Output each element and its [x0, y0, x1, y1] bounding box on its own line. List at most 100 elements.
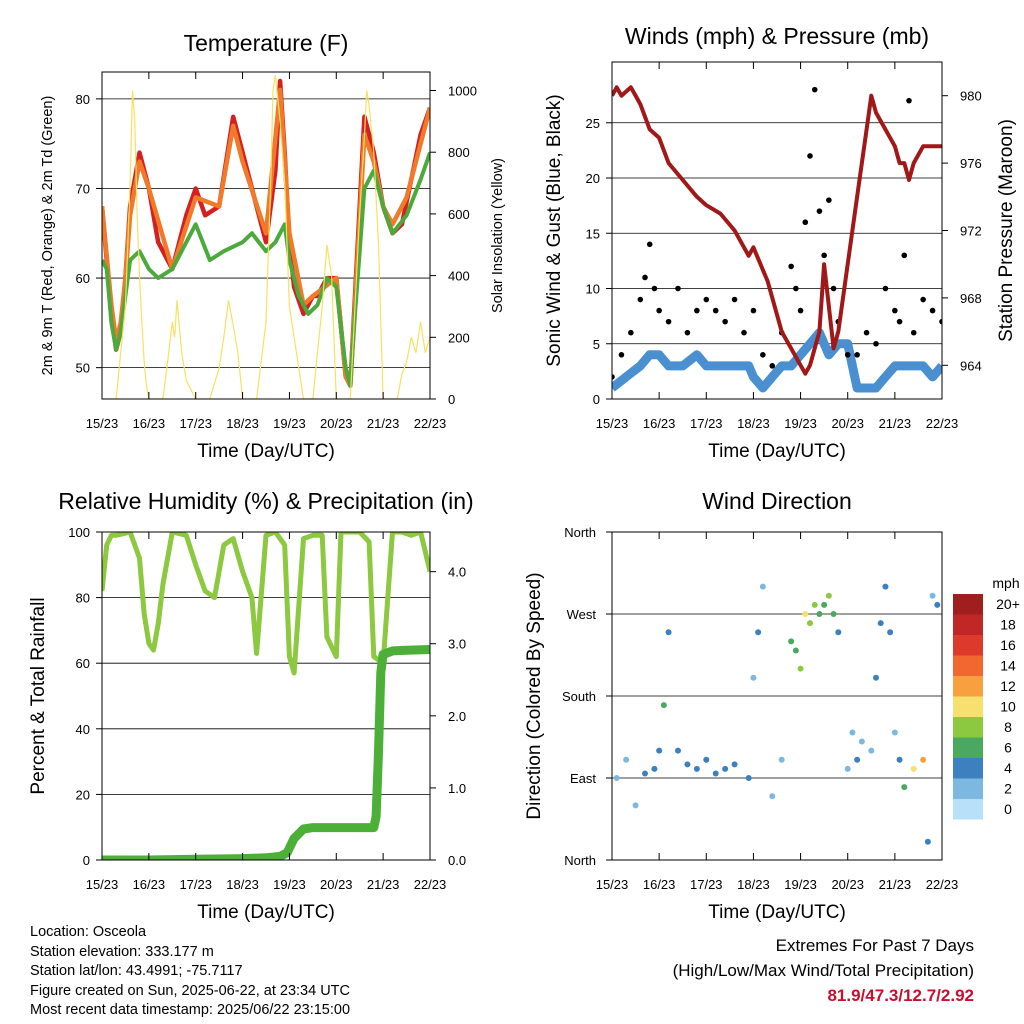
gust-point	[694, 307, 700, 314]
gust-point	[811, 86, 818, 93]
figure-created: Figure created on Sun, 2025-06-22, at 23…	[30, 982, 350, 999]
direction-point	[873, 674, 879, 681]
gust-point	[892, 307, 898, 314]
extremes-box: Extremes For Past 7 Days (High/Low/Max W…	[673, 933, 974, 1008]
gust-point	[731, 296, 738, 303]
x-tick-label: 16/23	[133, 416, 166, 431]
x-axis-label: Time (Day/UTC)	[708, 441, 846, 462]
direction-point	[877, 620, 884, 627]
panel-title: Winds (mph) & Pressure (mb)	[625, 23, 929, 49]
gust-point	[618, 352, 625, 358]
station-latlon: Station lat/lon: 43.4991; -75.7117	[30, 963, 243, 979]
x-axis-label: Time (Day/UTC)	[197, 902, 335, 923]
x-tick-label: 21/23	[367, 877, 400, 892]
legend-label: 20+	[996, 596, 1020, 612]
direction-point	[675, 747, 681, 754]
x-tick-label: 17/23	[690, 877, 723, 892]
plot-area	[613, 583, 941, 845]
x-tick-label: 21/23	[367, 416, 400, 431]
x-tick-label: 20/23	[320, 416, 353, 431]
legend-label: 0	[1004, 801, 1012, 817]
x-tick-label: 22/23	[414, 416, 447, 431]
x-tick-label: 19/23	[273, 416, 306, 431]
gust-point	[939, 318, 942, 325]
x-tick-label: 18/23	[226, 416, 259, 431]
rh-line	[102, 532, 430, 676]
y2-tick-label: 1.0	[448, 781, 466, 796]
x-tick-label: 19/23	[273, 877, 306, 892]
gust-point	[642, 274, 648, 281]
x-tick-label: 15/23	[596, 416, 629, 431]
x-tick-label: 19/23	[784, 877, 817, 892]
latest-timestamp: Most recent data timestamp: 2025/06/22 2…	[30, 1002, 351, 1018]
direction-point	[722, 765, 729, 772]
direction-point	[868, 747, 875, 754]
legend-label: 18	[1000, 617, 1016, 633]
panel-0: Temperature (F) 15/23 16/23 17/23 18/23 19/23…	[40, 30, 506, 462]
gust-point	[826, 197, 832, 203]
panel-1: Winds (mph) & Pressure (mb) 15/23 16/23 17/…	[544, 23, 1017, 462]
panel-title: Temperature (F)	[184, 30, 349, 56]
y2-tick-label: 980	[960, 89, 982, 104]
direction-point	[623, 756, 630, 763]
gust-point	[612, 374, 615, 380]
plot-frame	[101, 71, 431, 400]
y-axis-label: Sonic Wind & Gust (Blue, Black)	[544, 94, 565, 366]
y-tick-label: 20	[76, 787, 90, 802]
gust-point	[901, 252, 908, 259]
gust-point	[712, 307, 719, 314]
x-tick-label: 18/23	[737, 416, 770, 431]
dewpoint-line	[102, 151, 430, 388]
gust-point	[741, 329, 747, 336]
y2-tick-label: 972	[960, 224, 982, 239]
legend-label: 4	[1004, 760, 1012, 776]
x-tick-label: 16/23	[643, 877, 676, 892]
station-info: Location: Osceola Station elevation: 333…	[30, 923, 350, 1021]
direction-point	[693, 765, 700, 772]
solar-line	[102, 75, 430, 399]
legend-label: 10	[1000, 699, 1016, 715]
gust-point	[906, 97, 912, 104]
direction-point	[778, 756, 785, 763]
y2-axis-label: Solar Insolation (Yellow)	[490, 158, 506, 313]
gust-point	[873, 340, 879, 347]
gust-point	[863, 329, 870, 336]
x-tick-label: 18/23	[226, 877, 259, 892]
direction-point	[792, 647, 799, 654]
gust-point	[703, 296, 710, 303]
y-tick-label: 80	[76, 92, 90, 107]
legend-label: 6	[1004, 740, 1012, 756]
legend-swatch	[953, 758, 983, 779]
x-tick-label: 15/23	[86, 877, 119, 892]
direction-point	[750, 674, 757, 681]
extremes-subtitle: (High/Low/Max Wind/Total Precipitation)	[672, 961, 974, 980]
gust-point	[821, 252, 827, 259]
gust-point	[665, 318, 672, 325]
y2-tick-label: 400	[448, 269, 470, 284]
direction-point	[854, 756, 861, 763]
gust-point	[910, 329, 917, 336]
y-tick-label: 50	[76, 361, 90, 376]
gust-point	[675, 285, 681, 292]
direction-point	[703, 756, 710, 763]
legend-swatch	[953, 635, 983, 656]
legend-swatch	[953, 594, 983, 615]
gust-point	[760, 352, 766, 358]
direction-point	[887, 629, 894, 636]
legend-label: 12	[1000, 678, 1016, 694]
direction-point	[759, 583, 766, 590]
legend-swatch	[953, 655, 983, 676]
y-tick-label: 60	[76, 271, 90, 286]
direction-point	[656, 747, 663, 754]
y-tick-label: East	[570, 771, 596, 786]
direction-point	[712, 770, 719, 777]
plot-area	[612, 85, 942, 393]
legend-swatch	[953, 676, 983, 697]
direction-point	[924, 838, 931, 845]
legend-swatch	[953, 799, 983, 820]
pressure-line	[612, 85, 942, 376]
direction-point	[816, 611, 823, 617]
plot-area	[102, 532, 430, 860]
x-tick-label: 20/23	[320, 877, 353, 892]
